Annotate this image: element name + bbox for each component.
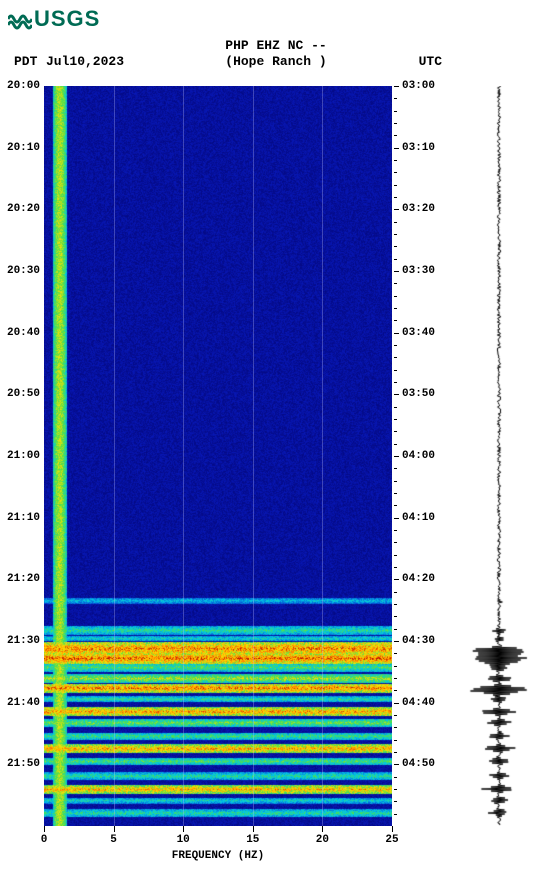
left-tick-label: 20:50 (7, 388, 40, 400)
left-tick-label: 21:30 (7, 635, 40, 647)
right-tick-label: 04:10 (402, 512, 435, 524)
right-tick-label: 03:30 (402, 265, 435, 277)
amplitude-panel (456, 86, 542, 826)
frequency-axis: FREQUENCY (HZ) 0510152025 (44, 826, 392, 866)
right-tick-label: 03:40 (402, 327, 435, 339)
left-tick-label: 20:20 (7, 203, 40, 215)
right-tick-label: 03:50 (402, 388, 435, 400)
left-tick-label: 20:00 (7, 80, 40, 92)
right-tick-label: 04:30 (402, 635, 435, 647)
freq-tick-label: 0 (41, 834, 48, 846)
left-tick-label: 21:00 (7, 450, 40, 462)
station-line: PHP EHZ NC -- (0, 38, 552, 53)
left-tick-label: 21:20 (7, 573, 40, 585)
left-tick-label: 21:50 (7, 758, 40, 770)
header-date: Jul10,2023 (46, 54, 124, 69)
left-tick-label: 20:40 (7, 327, 40, 339)
frequency-axis-label: FREQUENCY (HZ) (44, 850, 392, 862)
left-time-axis: 20:0020:1020:2020:3020:4020:5021:0021:10… (0, 86, 42, 826)
left-tick-label: 20:30 (7, 265, 40, 277)
wave-icon (8, 10, 32, 28)
right-tick-label: 03:20 (402, 203, 435, 215)
tz-right: UTC (419, 54, 442, 69)
freq-tick-label: 10 (177, 834, 190, 846)
spectrogram-plot (44, 86, 392, 826)
right-tick-label: 04:00 (402, 450, 435, 462)
spectrogram-canvas (44, 86, 392, 826)
right-tick-label: 04:40 (402, 697, 435, 709)
left-tick-label: 21:40 (7, 697, 40, 709)
freq-tick-label: 25 (385, 834, 398, 846)
page-root: USGS PHP EHZ NC -- (Hope Ranch ) PDT Jul… (0, 0, 552, 892)
freq-tick-label: 20 (316, 834, 329, 846)
left-tick-label: 20:10 (7, 142, 40, 154)
logo-text: USGS (34, 6, 100, 32)
right-tick-label: 03:10 (402, 142, 435, 154)
freq-tick-label: 5 (110, 834, 117, 846)
tz-left: PDT (14, 54, 37, 69)
left-tick-label: 21:10 (7, 512, 40, 524)
right-tick-label: 04:50 (402, 758, 435, 770)
right-tick-label: 04:20 (402, 573, 435, 585)
freq-tick-label: 15 (246, 834, 259, 846)
right-time-axis: 03:0003:1003:2003:3003:4003:5004:0004:10… (394, 86, 444, 826)
right-tick-label: 03:00 (402, 80, 435, 92)
amplitude-canvas (456, 86, 542, 826)
usgs-logo: USGS (8, 6, 100, 32)
